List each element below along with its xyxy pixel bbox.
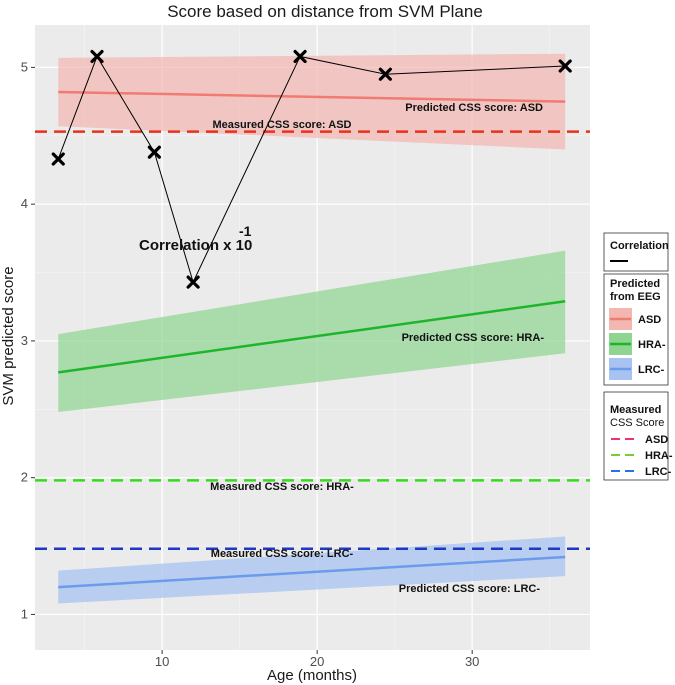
correlation-exponent: -1 [239,223,252,239]
x-tick-label: 10 [155,654,169,669]
correlation-label: Correlation x 10 [139,237,252,254]
legend-box-measured [603,391,669,481]
annotation-predicted-lrc: Predicted CSS score: LRC- [399,583,541,595]
annotation-measured-asd: Measured CSS score: ASD [213,119,352,131]
correlation-point [51,152,65,166]
trend-line-asd [58,90,566,103]
axis-ticks: 1 2 3 4 5 10 20 30 [21,59,480,669]
correlation-point [293,49,307,64]
y-tick-label: 4 [21,196,28,211]
band-asd [58,53,566,150]
correlation-series [51,49,572,289]
confidence-bands [58,53,566,604]
annotation-predicted-hra: Predicted CSS score: HRA- [402,332,545,344]
trend-line-hra [58,300,566,374]
legend-correlation-title: Correlation [610,240,669,252]
correlation-point [558,59,572,73]
correlation-point [378,67,392,81]
legend-measured-title-2: CSS Score [610,417,664,429]
legend-predicted-title-2: from EEG [610,291,661,303]
band-lrc [58,536,566,604]
correlation-point [147,145,161,159]
measured-lines [35,130,590,551]
y-axis-label: SVM predicted score [0,266,17,405]
annotation-measured-hra: Measured CSS score: HRA- [210,481,354,493]
legend-predicted-lrc: LRC- [638,364,665,376]
y-tick-label: 2 [21,470,28,485]
y-tick-label: 5 [21,59,28,74]
chart-title: Score based on distance from SVM Plane [167,2,483,21]
legend-measured-lrc: LRC- [645,466,672,478]
legend-measured-asd: ASD [645,434,668,446]
y-tick-label: 3 [21,333,28,348]
trend-lines [58,90,566,589]
legend-predicted-hra: HRA- [638,339,666,351]
y-tick-label: 1 [21,606,28,621]
x-tick-label: 30 [465,654,479,669]
annotation-measured-lrc: Measured CSS score: LRC- [211,548,354,560]
trend-line-lrc [58,555,566,589]
x-axis-label: Age (months) [267,667,357,684]
annotation-predicted-asd: Predicted CSS score: ASD [405,102,543,114]
legend-measured-hra: HRA- [645,450,673,462]
x-tick-label: 20 [310,654,324,669]
correlation-point [186,275,200,289]
legend-predicted-title-1: Predicted [610,278,660,290]
legend-measured-title-1: Measured [610,404,661,416]
legend-predicted-asd: ASD [638,314,661,326]
band-hra [58,250,566,413]
legend-box-correlation [603,232,669,272]
legend: Correlation Predicted from EEG ASD HRA- … [603,232,673,481]
correlation-point [90,49,104,64]
